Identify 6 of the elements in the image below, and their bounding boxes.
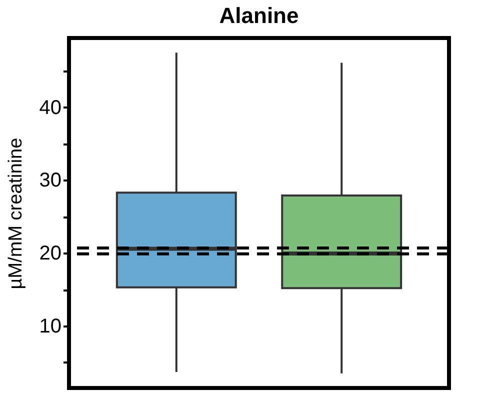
y-tick-label: 20 xyxy=(39,242,62,265)
y-tick-label: 30 xyxy=(39,170,62,192)
y-tick-label: 10 xyxy=(39,316,62,338)
y-axis-title: µM/mM creatinine xyxy=(5,138,26,290)
y-tick-label: 40 xyxy=(39,96,62,119)
chart-title: Alanine xyxy=(219,3,299,28)
